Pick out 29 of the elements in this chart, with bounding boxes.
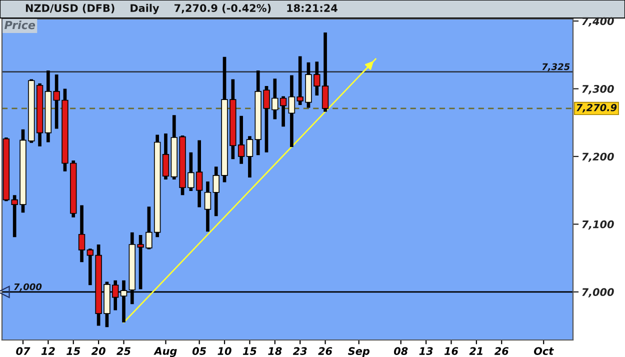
x-tick-label: 26 [318, 347, 332, 356]
x-tick-label: 18 [268, 347, 282, 356]
annotation: Price [4, 20, 36, 30]
y-tick-label: 7,300 [582, 84, 614, 94]
x-tick-label: 25 [116, 347, 130, 356]
y-tick-label: 7,000 [582, 288, 614, 298]
x-tick-label: 20 [91, 347, 106, 356]
y-tick-label: 7,200 [582, 152, 614, 162]
y-tick-label: 7,400 [582, 17, 614, 26]
x-tick-label: 21 [469, 347, 482, 355]
ref-line-label: 7,325 [542, 63, 570, 72]
x-tick-label: 23 [292, 347, 307, 356]
x-tick-label: 10 [218, 347, 232, 356]
x-tick-label: 08 [394, 347, 408, 356]
x-tick-label: 16 [444, 347, 458, 356]
x-tick-label: Oct [534, 347, 554, 356]
x-tick-label: Aug [154, 347, 177, 357]
y-tick-label: 7,100 [582, 220, 614, 230]
x-tick-label: Sep [348, 347, 370, 357]
x-tick-label: 07 [16, 347, 30, 356]
x-tick-label: 13 [419, 347, 433, 356]
chart-title: NZD/USD (DFB) Daily 7,270.9 (-0.42%) 18:21:24 [26, 4, 338, 14]
ref-line-label: 7,000 [14, 283, 42, 292]
x-tick-label: 15 [242, 347, 256, 356]
x-tick-label: 05 [192, 347, 206, 356]
x-tick-label: 12 [41, 347, 55, 355]
x-tick-label: 15 [66, 347, 80, 356]
ref-line-label: 7,270.9 [576, 104, 617, 113]
x-tick-label: 26 [494, 347, 508, 356]
